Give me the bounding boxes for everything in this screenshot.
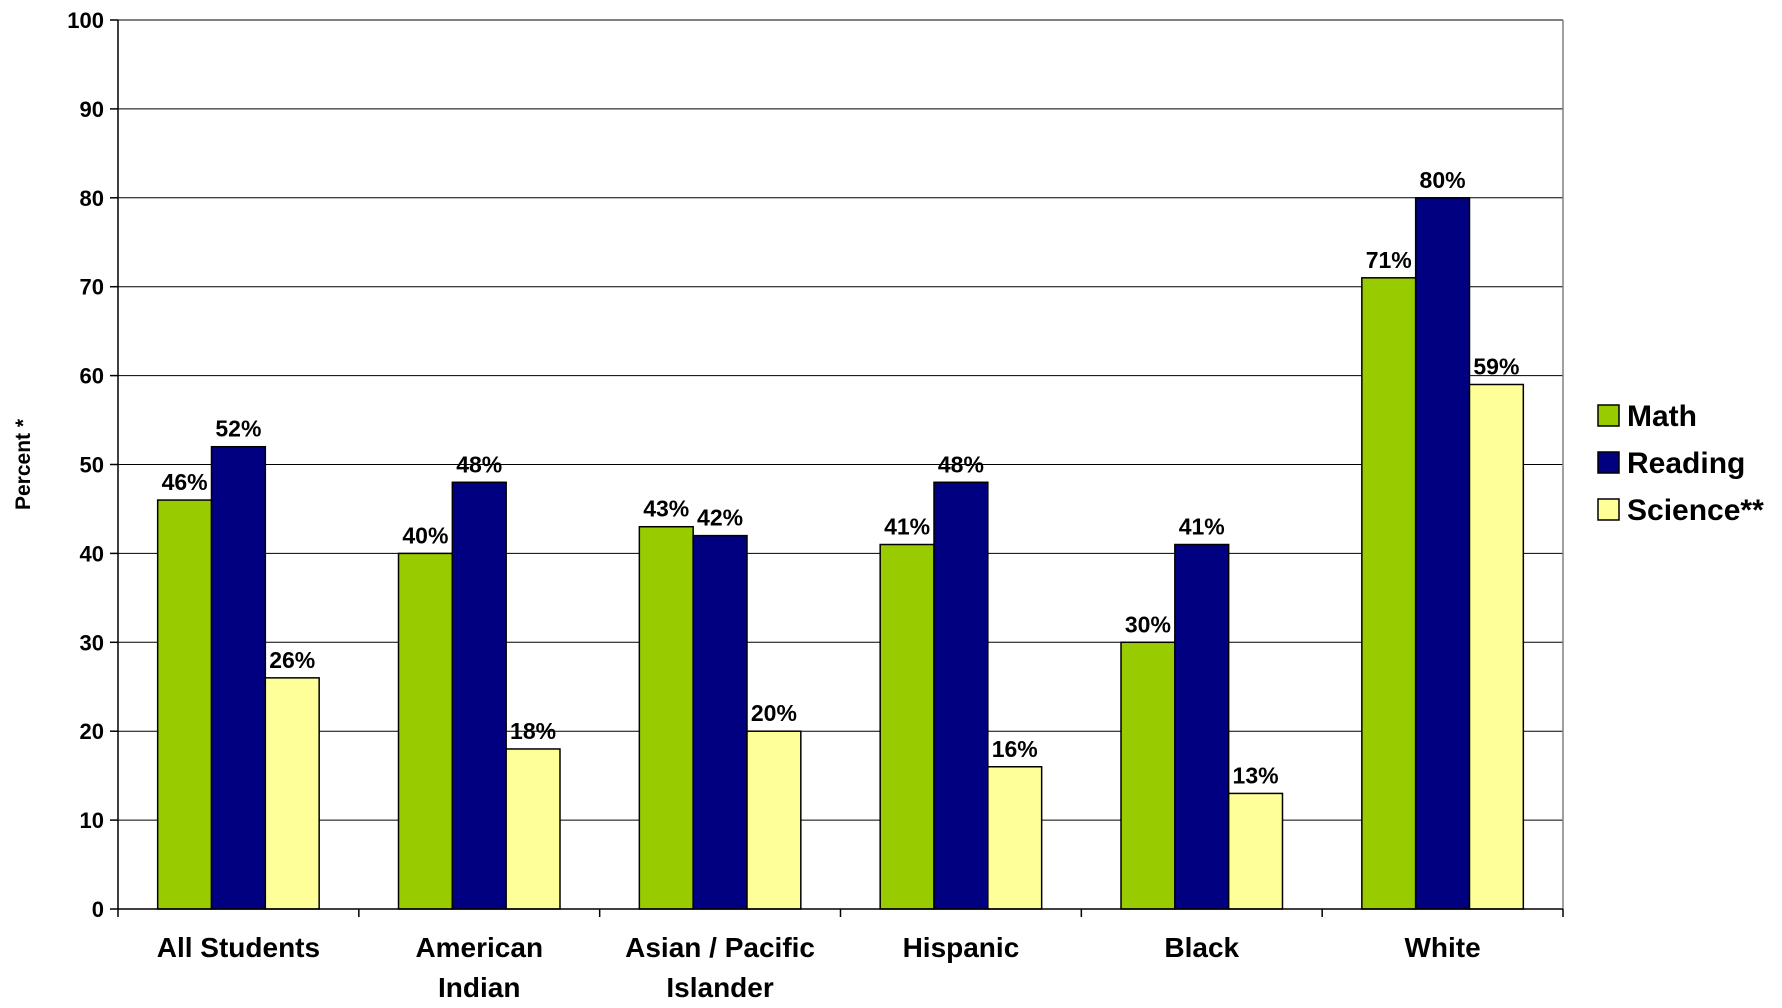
y-tick-label: 40 xyxy=(80,541,104,566)
category-label: White xyxy=(1404,932,1480,963)
data-label: 46% xyxy=(162,469,208,495)
category-label: All Students xyxy=(157,932,320,963)
legend-swatch xyxy=(1597,404,1620,427)
category-label: American xyxy=(415,932,543,963)
bar-science xyxy=(987,766,1043,910)
legend-label: Math xyxy=(1627,400,1697,433)
data-label: 16% xyxy=(992,736,1038,762)
data-label: 52% xyxy=(215,416,261,442)
legend-swatch xyxy=(1597,498,1620,521)
axes xyxy=(117,20,1564,917)
y-tick-label: 0 xyxy=(92,897,104,922)
data-label: 42% xyxy=(697,505,743,531)
bar-reading xyxy=(1414,197,1471,910)
bar-reading xyxy=(933,481,989,910)
data-label: 80% xyxy=(1420,167,1466,193)
gridlines xyxy=(118,19,1563,821)
data-label: 18% xyxy=(510,718,556,744)
legend-label: Reading xyxy=(1627,447,1745,480)
data-labels: 46% 52% 26% 40% 48% 18% 43% 42% 20% 41% 48% 16% 30% 4… xyxy=(162,167,1520,789)
data-label: 30% xyxy=(1125,611,1171,637)
bar-reading xyxy=(210,445,267,910)
bar-math xyxy=(1120,641,1176,910)
data-label: 41% xyxy=(884,514,930,540)
category-label: Hispanic xyxy=(903,932,1020,963)
bar-reading xyxy=(1174,543,1230,910)
data-label: 48% xyxy=(938,451,984,477)
bar-science xyxy=(1468,383,1525,910)
y-tick-label: 90 xyxy=(80,97,104,122)
legend-label: Science** xyxy=(1627,494,1764,527)
bar-math xyxy=(638,525,694,910)
y-tick-label: 60 xyxy=(80,364,104,389)
data-label: 48% xyxy=(456,451,502,477)
y-axis-ticks: 0 10 20 30 40 50 60 70 80 90 100 xyxy=(67,8,118,922)
bar-reading xyxy=(451,481,507,910)
category-label: Indian xyxy=(438,972,520,1003)
y-tick-label: 10 xyxy=(80,808,104,833)
bar-science xyxy=(264,677,320,910)
legend-swatch xyxy=(1597,451,1620,474)
y-tick-label: 30 xyxy=(80,630,104,655)
data-label: 20% xyxy=(751,700,797,726)
category-label: Black xyxy=(1164,932,1239,963)
category-label: Islander xyxy=(666,972,773,1003)
legend: Math Reading Science** xyxy=(1597,400,1764,527)
bar-math xyxy=(879,543,935,910)
bar-science xyxy=(746,730,802,910)
bar-math xyxy=(156,499,213,910)
category-labels: All Students American Indian Asian / Pacifi… xyxy=(157,932,1481,1003)
category-label: Asian / Pacific xyxy=(625,932,815,963)
bar-math xyxy=(1361,277,1417,910)
data-label: 71% xyxy=(1366,247,1412,273)
bar-math xyxy=(397,552,454,910)
y-tick-label: 50 xyxy=(80,453,104,478)
y-tick-label: 100 xyxy=(67,8,104,33)
y-tick-label: 20 xyxy=(80,719,104,744)
data-label: 40% xyxy=(402,522,448,548)
data-label: 59% xyxy=(1473,353,1519,379)
y-tick-label: 70 xyxy=(80,275,104,300)
bars xyxy=(156,197,1525,910)
y-tick-label: 80 xyxy=(80,186,104,211)
bar-science xyxy=(1227,792,1284,910)
y-axis-label: Percent * xyxy=(12,418,35,510)
data-label: 41% xyxy=(1179,514,1225,540)
bar-science xyxy=(505,748,561,910)
bar-reading xyxy=(692,534,748,910)
data-label: 43% xyxy=(643,496,689,522)
data-label: 26% xyxy=(269,647,315,673)
data-label: 13% xyxy=(1233,762,1279,788)
